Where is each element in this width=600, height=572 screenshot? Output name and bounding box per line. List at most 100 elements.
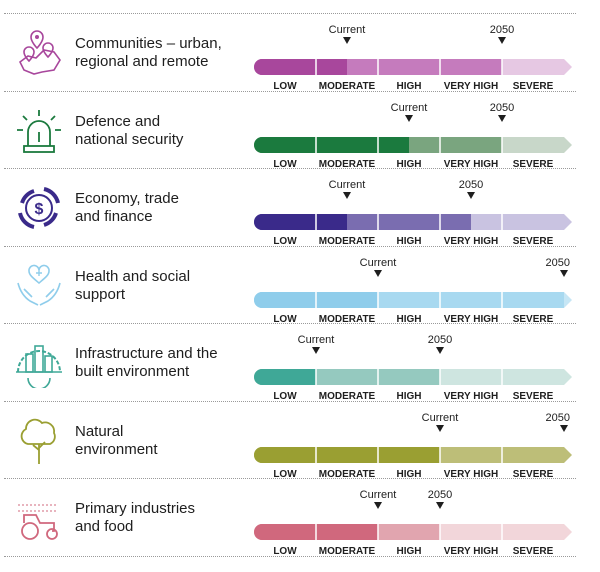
tick-label: SEVERE xyxy=(513,159,554,170)
future-marker xyxy=(560,269,568,277)
tick-label: MODERATE xyxy=(319,391,376,402)
future-marker xyxy=(560,424,568,432)
divider xyxy=(4,245,576,247)
sector-label: Infrastructure and the built environment xyxy=(75,345,250,381)
current-label: Current xyxy=(329,24,366,36)
sector-label-line-1: Health and social xyxy=(75,267,191,285)
sector-label-line-1: Economy, trade xyxy=(75,190,179,207)
future-label: 2050 xyxy=(490,24,514,36)
tick-label: LOW xyxy=(273,469,297,480)
divider xyxy=(4,323,576,324)
sector-row-2: Defence and national security LOW MODERAT… xyxy=(0,90,600,170)
tick-label: VERY HIGH xyxy=(444,314,498,325)
divider xyxy=(4,400,576,402)
current-marker xyxy=(343,37,351,44)
tick-label: VERY HIGH xyxy=(444,546,498,557)
tick-label: VERY HIGH xyxy=(444,159,498,170)
tree-icon xyxy=(14,416,64,466)
tick-label: SEVERE xyxy=(513,546,554,557)
divider xyxy=(4,13,576,14)
current-marker xyxy=(312,347,320,354)
tick-label: MODERATE xyxy=(319,469,376,480)
sector-row-5: Infrastructure and the built environment… xyxy=(0,323,600,402)
bar-current-band xyxy=(254,136,409,153)
tick-label: HIGH xyxy=(397,469,422,480)
future-label: 2050 xyxy=(546,412,570,424)
sector-label: Primary industries and food xyxy=(75,500,250,536)
divider xyxy=(4,90,576,92)
future-marker xyxy=(436,347,444,354)
sector-label-line-1: Communities – urban, xyxy=(75,35,222,52)
current-marker xyxy=(405,114,413,122)
tick-label: MODERATE xyxy=(319,546,376,557)
future-label: 2050 xyxy=(546,257,570,269)
risk-scale-chart: LOW MODERATE HIGH VERY HIGH SEVERE Current 205… xyxy=(254,102,572,170)
tick-label: HIGH xyxy=(397,81,422,92)
bar-current-band xyxy=(254,369,316,385)
tick-label: HIGH xyxy=(397,391,422,402)
tick-label: SEVERE xyxy=(513,314,554,325)
future-marker xyxy=(498,37,506,44)
risk-scale-chart: LOW MODERATE HIGH VERY HIGH SEVERE Current 205… xyxy=(254,24,572,92)
hands-heart-icon xyxy=(14,261,64,311)
tick-label: LOW xyxy=(273,159,297,170)
tick-label: MODERATE xyxy=(319,81,376,92)
tick-label: LOW xyxy=(273,81,297,92)
current-label: Current xyxy=(391,102,428,114)
tick-label: LOW xyxy=(273,391,297,402)
risk-scale-chart: LOW MODERATE HIGH VERY HIGH SEVERE Current 205… xyxy=(254,179,572,247)
bar-current-band xyxy=(254,446,440,463)
sector-row-6: Natural environment LOW MODERATE HIGH VERY … xyxy=(0,400,600,480)
svg-text:$: $ xyxy=(35,201,44,218)
future-label: 2050 xyxy=(428,334,452,346)
sector-row-4: Health and social support LOW MODERATE HIG… xyxy=(0,245,600,325)
sector-label-line-2: regional and remote xyxy=(75,53,209,70)
sector-label-line-1: Primary industries xyxy=(75,500,196,517)
current-label: Current xyxy=(360,489,397,501)
bar-current-band xyxy=(254,214,347,230)
sector-label-line-1: Natural xyxy=(75,422,124,440)
sector-row-7: Primary industries and food LOW MODERATE H… xyxy=(0,478,600,557)
risk-scale-chart: LOW MODERATE HIGH VERY HIGH SEVERE Current 205… xyxy=(254,334,572,402)
current-label: Current xyxy=(298,334,335,346)
future-marker xyxy=(467,192,475,199)
tick-label: SEVERE xyxy=(513,469,554,480)
tick-label: HIGH xyxy=(397,546,422,557)
future-label: 2050 xyxy=(490,102,514,114)
dollar-cycle-icon: $ xyxy=(14,183,64,233)
tick-label: SEVERE xyxy=(513,236,554,247)
current-label: Current xyxy=(422,412,459,424)
tick-label: HIGH xyxy=(397,236,422,247)
sector-label: Natural environment xyxy=(75,423,250,459)
tractor-icon xyxy=(14,493,64,543)
bar-current-band xyxy=(254,59,347,75)
tick-label: VERY HIGH xyxy=(444,469,498,480)
tick-label: MODERATE xyxy=(319,236,376,247)
tick-label: LOW xyxy=(273,236,297,247)
sector-label-line-1: Infrastructure and the xyxy=(75,345,218,362)
sector-label: Economy, trade and finance xyxy=(75,190,250,226)
divider xyxy=(4,168,576,169)
current-marker xyxy=(374,269,382,277)
sector-label-line-2: and finance xyxy=(75,208,153,225)
tick-label: HIGH xyxy=(397,314,422,325)
sector-label: Health and social support xyxy=(75,268,250,304)
future-marker xyxy=(436,502,444,509)
sector-label-line-2: built environment xyxy=(75,363,190,380)
sector-label-line-2: environment xyxy=(75,440,158,458)
tick-label: VERY HIGH xyxy=(444,236,498,247)
tick-label: HIGH xyxy=(397,159,422,170)
sector-label-line-2: national security xyxy=(75,130,184,148)
tick-label: SEVERE xyxy=(513,81,554,92)
tick-label: VERY HIGH xyxy=(444,81,498,92)
future-label: 2050 xyxy=(428,489,452,501)
tick-label: MODERATE xyxy=(319,314,376,325)
sector-row-3: $ Economy, trade and finance LOW MODERATE… xyxy=(0,168,600,247)
current-marker xyxy=(374,502,382,509)
sector-label-line-2: support xyxy=(75,285,126,303)
tick-label: LOW xyxy=(273,546,297,557)
risk-scale-chart: LOW MODERATE HIGH VERY HIGH SEVERE Current 205… xyxy=(254,412,572,480)
divider xyxy=(4,478,576,479)
map-pins-icon xyxy=(14,28,64,78)
bottom-divider xyxy=(4,556,576,557)
